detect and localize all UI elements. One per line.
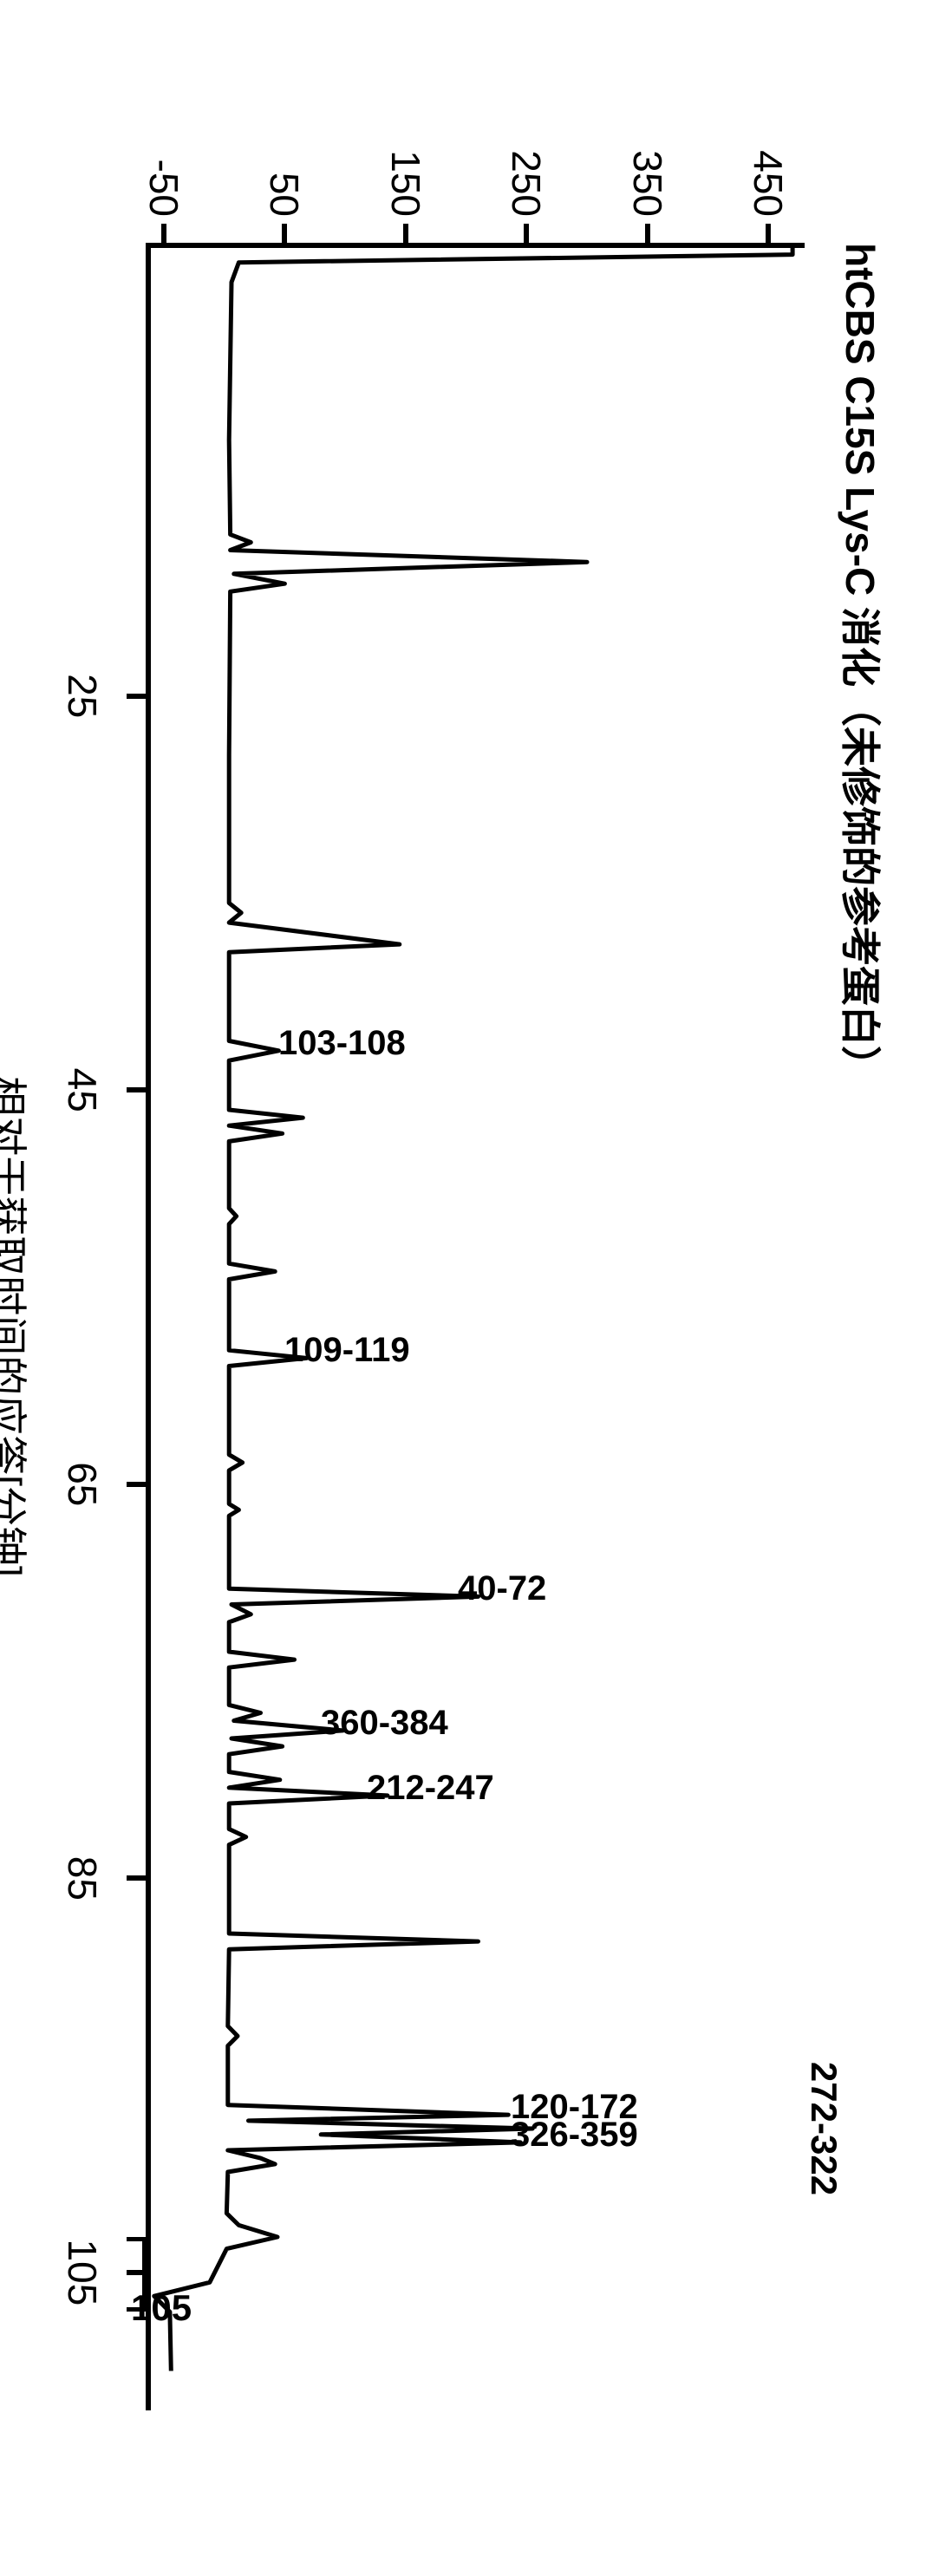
y-tick-label: 50 (261, 95, 308, 217)
peak-label-top: 272-322 (803, 2062, 844, 2195)
page-root: htCBS C15S Lys-C 消化（未修饰的参考蛋白） 相对于获取时间的应答… (0, 0, 926, 2576)
trace-path (154, 243, 792, 2371)
chart-title-bold: htCBS C15S Lys-C (838, 243, 883, 596)
x-tick (127, 1482, 146, 1487)
plot-area: 相对于获取时间的应答[分钟] -505015025035045025456585… (146, 243, 805, 2410)
peak-label: 40-72 (458, 1569, 546, 1608)
x-tick-label: 105 (59, 2240, 106, 2306)
x-tick-label: 85 (59, 1856, 106, 1901)
rotated-canvas: htCBS C15S Lys-C 消化（未修饰的参考蛋白） 相对于获取时间的应答… (0, 0, 926, 2576)
y-tick (282, 224, 287, 243)
y-tick (645, 224, 650, 243)
x-axis-title: 相对于获取时间的应答[分钟] (0, 1076, 38, 1577)
y-tick-label: 350 (624, 95, 671, 217)
y-tick-label: 450 (745, 95, 792, 217)
y-tick-label: -50 (140, 95, 187, 217)
bracket-label: 105 (131, 2287, 192, 2329)
x-tick (127, 1087, 146, 1092)
x-tick-label: 45 (59, 1068, 106, 1112)
peak-label: 103-108 (278, 1024, 406, 1063)
y-tick-label: 150 (382, 95, 429, 217)
x-tick (127, 1875, 146, 1881)
peak-label: 212-247 (367, 1769, 494, 1808)
x-tick-label: 65 (59, 1462, 106, 1506)
y-tick (766, 224, 771, 243)
chromatogram-trace (146, 243, 805, 2410)
x-tick-label: 25 (59, 674, 106, 718)
y-tick (161, 224, 166, 243)
y-tick-label: 250 (503, 95, 550, 217)
peak-label: 109-119 (284, 1331, 410, 1370)
chart-title-rest: 消化（未修饰的参考蛋白） (838, 596, 883, 1086)
x-tick (127, 694, 146, 699)
y-tick (524, 224, 529, 243)
y-tick (403, 224, 408, 243)
peak-label: 326-359 (511, 2116, 638, 2155)
chart-title: htCBS C15S Lys-C 消化（未修饰的参考蛋白） (834, 243, 891, 1086)
peak-label: 360-384 (321, 1704, 448, 1743)
